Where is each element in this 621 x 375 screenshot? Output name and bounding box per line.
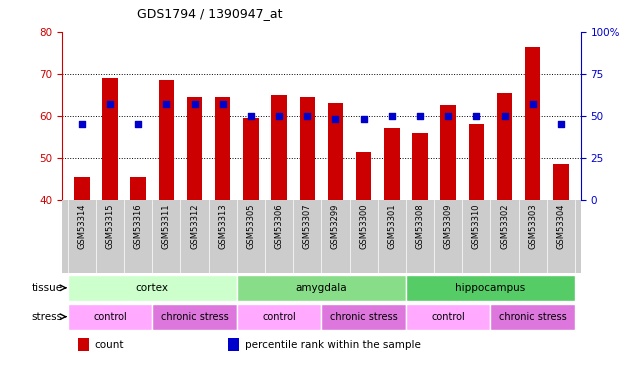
Point [189,101,199,107]
Bar [187,97,202,200]
Point [443,113,453,119]
Bar [469,124,484,200]
Text: control: control [262,312,296,322]
Point [161,101,171,107]
Bar [384,129,399,200]
Point [499,113,509,119]
Text: percentile rank within the sample: percentile rank within the sample [245,340,420,350]
Text: amygdala: amygdala [296,283,347,293]
Text: tissue: tissue [32,283,63,293]
Point [415,113,425,119]
Text: GSM53314: GSM53314 [78,204,86,249]
Point [387,113,397,119]
Text: GSM53301: GSM53301 [388,204,396,249]
Point [105,101,115,107]
Bar [491,304,575,330]
Point [359,116,369,122]
Text: GSM53310: GSM53310 [472,204,481,249]
Bar [237,304,322,330]
Text: control: control [93,312,127,322]
Text: control: control [432,312,465,322]
Point [528,101,538,107]
Text: GSM53304: GSM53304 [556,204,565,249]
Text: GSM53308: GSM53308 [415,204,425,249]
Bar [299,97,315,200]
Bar [215,97,230,200]
Point [471,113,481,119]
Text: GSM53303: GSM53303 [528,204,537,249]
Text: stress: stress [32,312,63,322]
Bar [74,177,89,200]
Bar [152,304,237,330]
Bar [68,304,152,330]
Text: GSM53302: GSM53302 [500,204,509,249]
Text: GSM53307: GSM53307 [303,204,312,249]
Point [274,113,284,119]
Text: GSM53313: GSM53313 [218,204,227,249]
Text: GSM53305: GSM53305 [247,204,255,249]
Text: GSM53316: GSM53316 [134,204,143,249]
Bar [525,46,540,200]
Text: GDS1794 / 1390947_at: GDS1794 / 1390947_at [137,7,282,20]
Bar [328,103,343,200]
Bar [228,338,240,351]
Point [246,113,256,119]
Text: GSM53315: GSM53315 [106,204,114,249]
Point [134,121,143,127]
Text: GSM53299: GSM53299 [331,204,340,249]
Text: count: count [94,340,124,350]
Bar [68,275,237,301]
Text: GSM53311: GSM53311 [162,204,171,249]
Point [556,121,566,127]
Bar [130,177,146,200]
Bar [158,80,174,200]
Text: GSM53309: GSM53309 [443,204,453,249]
Bar [237,275,406,301]
Bar [412,133,428,200]
Text: GSM53312: GSM53312 [190,204,199,249]
Text: GSM53300: GSM53300 [359,204,368,249]
Text: cortex: cortex [136,283,169,293]
Bar [553,164,569,200]
Text: GSM53306: GSM53306 [274,204,284,249]
Bar [356,152,371,200]
Bar [322,304,406,330]
Bar [440,105,456,200]
Point [302,113,312,119]
Bar [406,304,491,330]
Point [330,116,340,122]
Bar [78,338,89,351]
Bar [497,93,512,200]
Bar [271,95,287,200]
Text: hippocampus: hippocampus [455,283,525,293]
Bar [102,78,118,200]
Point [218,101,228,107]
Text: chronic stress: chronic stress [161,312,229,322]
Text: chronic stress: chronic stress [499,312,566,322]
Point [77,121,87,127]
Bar [243,118,259,200]
Text: chronic stress: chronic stress [330,312,397,322]
Bar [406,275,575,301]
